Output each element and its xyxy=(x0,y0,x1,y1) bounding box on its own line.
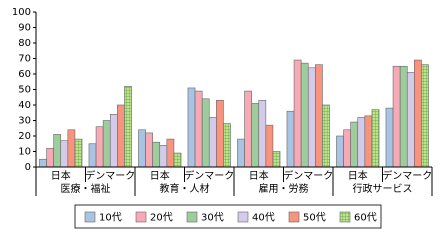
bar xyxy=(166,138,175,168)
bar xyxy=(336,135,344,168)
bar xyxy=(414,59,422,168)
bar xyxy=(272,151,281,168)
bar xyxy=(216,100,224,168)
x-tick-label: 日本 xyxy=(249,169,269,182)
bar xyxy=(293,59,302,168)
y-tick-label: 100 xyxy=(12,7,31,18)
group-label: 医療・福祉 xyxy=(61,182,111,195)
bar xyxy=(208,117,217,168)
legend-label: 30代 xyxy=(201,212,224,224)
bar xyxy=(145,132,153,168)
y-tick-label: 30 xyxy=(18,116,31,127)
bar xyxy=(60,140,69,168)
x-tick-label: デンマーク xyxy=(85,169,135,182)
bar xyxy=(67,129,76,168)
x-tick-label: デンマーク xyxy=(283,169,333,182)
y-tick-label: 50 xyxy=(18,85,31,96)
x-tick-label: デンマーク xyxy=(382,169,432,182)
bar xyxy=(124,86,132,168)
y-tick-label: 90 xyxy=(18,23,31,34)
bar xyxy=(286,110,295,168)
y-tick-label: 20 xyxy=(18,131,31,142)
legend-label: 20代 xyxy=(150,212,173,224)
bar xyxy=(95,126,104,168)
bar xyxy=(251,103,260,168)
bar xyxy=(88,143,97,168)
bar xyxy=(343,129,351,168)
x-tick-label: 日本 xyxy=(348,169,368,182)
x-tick-label: 日本 xyxy=(51,169,71,182)
bar xyxy=(39,158,47,168)
bar xyxy=(102,120,111,168)
bar xyxy=(117,104,125,168)
legend-swatch xyxy=(135,211,147,223)
legend-swatch xyxy=(84,211,96,223)
bar xyxy=(300,62,309,168)
group-label: 教育・人材 xyxy=(160,182,210,195)
bar xyxy=(244,90,252,168)
x-tick-label: デンマーク xyxy=(184,169,234,182)
bar xyxy=(371,109,380,168)
legend-swatch xyxy=(288,211,300,223)
bar xyxy=(173,152,182,168)
bar xyxy=(364,115,373,168)
bar xyxy=(350,121,359,168)
bar xyxy=(406,72,415,168)
legend-swatch xyxy=(339,211,351,223)
legend-box xyxy=(74,204,382,229)
bar xyxy=(53,134,62,168)
y-tick-label: 70 xyxy=(18,54,31,65)
y-tick-label: 80 xyxy=(18,38,31,49)
bar xyxy=(194,90,203,168)
group-label: 行政サービス xyxy=(353,182,413,195)
bar xyxy=(159,145,168,168)
bar xyxy=(265,124,274,168)
legend-swatch xyxy=(186,211,198,223)
bar xyxy=(385,107,394,168)
y-tick-label: 0 xyxy=(25,162,31,173)
bar xyxy=(187,87,196,168)
bar xyxy=(399,65,408,168)
bar xyxy=(201,98,210,168)
bar xyxy=(307,67,316,168)
bar xyxy=(357,117,366,168)
legend-label: 50代 xyxy=(303,212,326,224)
bar xyxy=(74,138,83,168)
bar xyxy=(315,64,323,168)
bar xyxy=(109,114,118,168)
bar xyxy=(138,129,146,168)
y-tick-label: 60 xyxy=(18,69,31,80)
legend-label: 40代 xyxy=(252,212,275,224)
bar xyxy=(46,148,54,168)
legend-label: 10代 xyxy=(99,212,122,224)
bar xyxy=(421,64,429,168)
bar xyxy=(322,104,330,168)
bar xyxy=(237,138,245,168)
y-tick-label: 10 xyxy=(18,147,31,158)
bar xyxy=(223,123,231,168)
y-tick-label: 40 xyxy=(18,100,31,111)
legend-swatch xyxy=(237,211,249,223)
legend-label: 60代 xyxy=(354,212,377,224)
group-label: 雇用・労務 xyxy=(259,182,309,195)
x-tick-label: 日本 xyxy=(150,169,170,182)
bar xyxy=(258,100,267,168)
bar xyxy=(392,65,401,168)
bar xyxy=(152,141,161,168)
